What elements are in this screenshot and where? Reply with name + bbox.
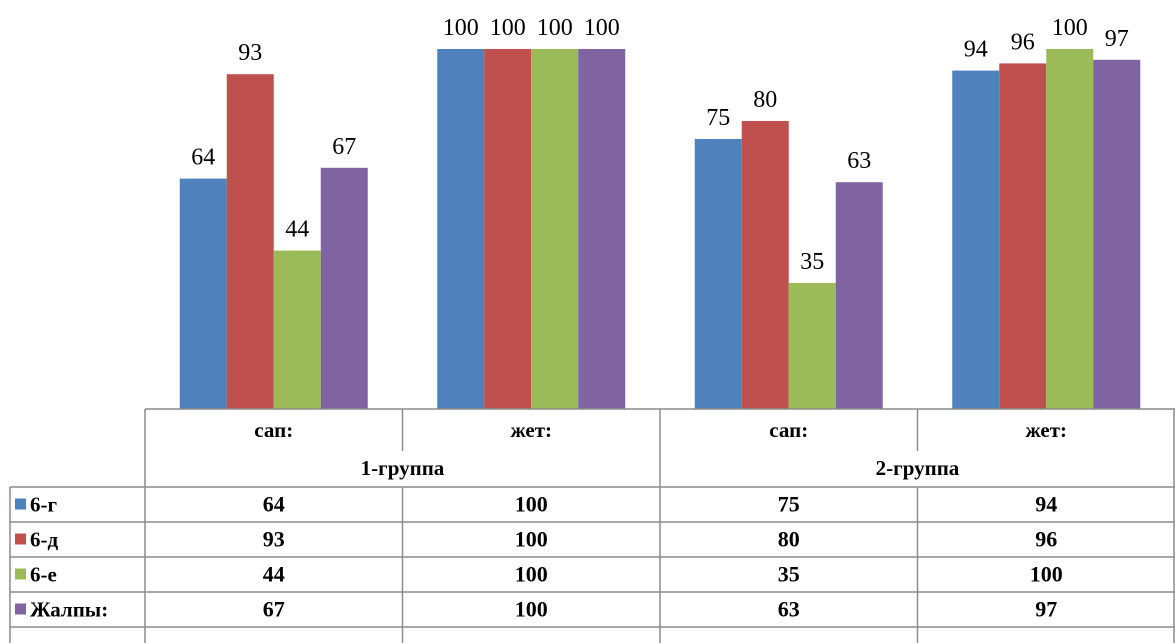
category-label: сап: xyxy=(769,418,808,442)
table-cell: 100 xyxy=(515,597,548,622)
bar-1-3 xyxy=(694,139,742,409)
bar-1-4 xyxy=(952,70,1000,409)
data-label: 44 xyxy=(285,217,309,243)
data-label: 100 xyxy=(1052,15,1088,41)
table-cell: 35 xyxy=(778,562,800,587)
data-label: 96 xyxy=(1011,29,1035,55)
table-cell: 97 xyxy=(1035,597,1057,622)
legend-label: 6-г xyxy=(30,493,57,517)
legend-swatch xyxy=(15,498,26,510)
legend-swatch xyxy=(15,603,26,615)
bar-2-2 xyxy=(484,49,532,409)
bar-1-2 xyxy=(437,49,485,409)
legend-swatch xyxy=(15,568,26,580)
table-cell: 75 xyxy=(778,492,800,517)
bar-4-4 xyxy=(1093,59,1141,410)
bars-layer xyxy=(179,49,1141,410)
table-cell: 64 xyxy=(263,492,285,517)
bar-4-2 xyxy=(578,49,626,409)
table-cell: 67 xyxy=(263,597,285,622)
group-label: 2-группа xyxy=(876,456,960,480)
bar-4-3 xyxy=(835,182,883,409)
data-labels-layer: 64 100 75 94 93 100 80 96 44 100 35 100 67 100 63 97 xyxy=(191,15,1129,275)
bar-3-3 xyxy=(788,283,836,409)
data-label: 97 xyxy=(1105,26,1129,52)
legend-label: Жалпы: xyxy=(30,598,108,622)
data-label: 67 xyxy=(332,134,356,160)
table-cell: 100 xyxy=(515,492,548,517)
data-label: 100 xyxy=(584,15,620,41)
table-cell: 100 xyxy=(515,527,548,552)
data-label: 100 xyxy=(490,15,526,41)
category-label: жет: xyxy=(510,418,552,442)
data-label: 35 xyxy=(800,249,824,275)
bar-3-4 xyxy=(1046,49,1094,409)
table-cell: 93 xyxy=(263,527,285,552)
bar-4-1 xyxy=(320,167,368,409)
bar-2-4 xyxy=(999,63,1047,410)
table-cell: 44 xyxy=(263,562,285,587)
legend-label: 6-д xyxy=(30,528,58,552)
data-label: 64 xyxy=(191,145,215,171)
table-cell: 80 xyxy=(778,527,800,552)
data-label: 80 xyxy=(753,87,777,113)
bar-3-1 xyxy=(273,250,321,409)
bar-3-2 xyxy=(531,49,579,409)
data-label: 94 xyxy=(964,37,988,63)
table-cell: 100 xyxy=(1030,562,1063,587)
bar-2-1 xyxy=(226,74,274,409)
legend-swatch xyxy=(15,533,26,545)
table-cell: 96 xyxy=(1035,527,1057,552)
data-label: 63 xyxy=(847,148,871,174)
bar-1-1 xyxy=(179,178,227,409)
category-label: сап: xyxy=(254,418,293,442)
data-label: 100 xyxy=(443,15,479,41)
data-table: сап: жет: сап: жет: 1-группа 2-группа 6-г 64 100… xyxy=(9,408,1175,643)
table-cell: 63 xyxy=(778,597,800,622)
legend-label: 6-е xyxy=(30,563,57,587)
table-cell: 94 xyxy=(1035,492,1057,517)
group-label: 1-группа xyxy=(361,456,445,480)
table-cell: 100 xyxy=(515,562,548,587)
data-label: 100 xyxy=(537,15,573,41)
category-label: жет: xyxy=(1025,418,1067,442)
data-label: 93 xyxy=(238,40,262,66)
bar-2-3 xyxy=(741,121,789,409)
data-label: 75 xyxy=(706,105,730,131)
